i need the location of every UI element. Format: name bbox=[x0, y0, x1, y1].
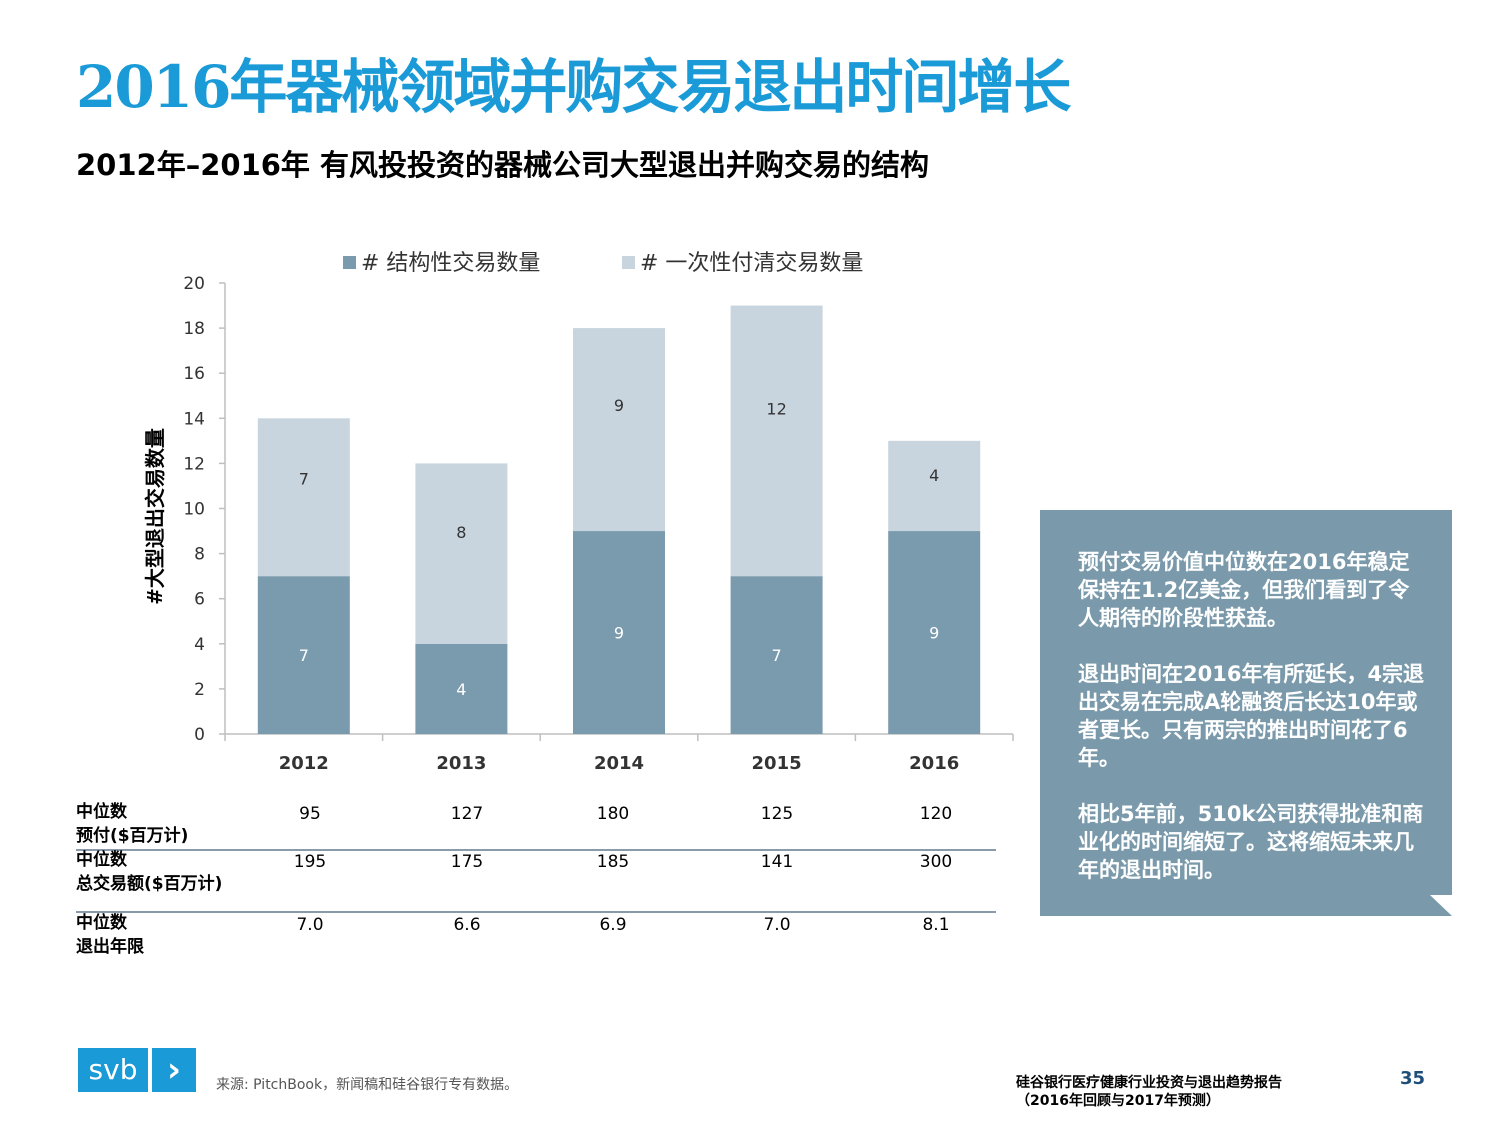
data-label: 12 bbox=[766, 399, 786, 418]
y-tick-label: 12 bbox=[183, 454, 205, 474]
y-tick-label: 20 bbox=[183, 274, 205, 294]
table-cell: 195 bbox=[293, 852, 327, 872]
data-label: 4 bbox=[456, 680, 466, 699]
report-title-line1: 硅谷银行医疗健康行业投资与退出趋势报告 bbox=[1016, 1075, 1282, 1091]
x-tick-label: 2016 bbox=[909, 753, 959, 774]
row-label-line1: 中位数 bbox=[76, 802, 127, 822]
row-label-line2: 预付($百万计) bbox=[76, 826, 189, 846]
data-label: 7 bbox=[299, 646, 309, 665]
y-tick-label: 18 bbox=[183, 319, 205, 339]
x-tick-label: 2013 bbox=[436, 753, 486, 774]
page-title: 2016年器械领域并购交易退出时间增长 bbox=[76, 53, 1071, 121]
legend-swatch bbox=[343, 256, 356, 269]
svb-logo: svb › bbox=[78, 1048, 196, 1092]
y-tick-label: 4 bbox=[194, 635, 205, 655]
page-subtitle: 2012年–2016年 有风投投资的器械公司大型退出并购交易的结构 bbox=[76, 148, 930, 182]
y-tick-label: 8 bbox=[194, 545, 205, 565]
row-label-line2: 退出年限 bbox=[76, 937, 144, 957]
callout-paragraph-2: 退出时间在2016年有所延长，4宗退出交易在完成A轮融资后长达10年或者更长。只… bbox=[1078, 662, 1425, 770]
y-tick-label: 0 bbox=[194, 725, 205, 745]
callout-corner-cut bbox=[1430, 895, 1452, 916]
legend-label: # 结构性交易数量 bbox=[361, 251, 540, 276]
bar-structured bbox=[730, 576, 823, 734]
callout-paragraph-3: 相比5年前，510k公司获得批准和商业化的时间缩短了。这将缩短未来几年的退出时间… bbox=[1078, 802, 1424, 882]
insight-callout: 预付交易价值中位数在2016年稳定保持在1.2亿美金，但我们看到了令人期待的阶段… bbox=[1040, 510, 1452, 916]
table-cell: 127 bbox=[450, 804, 484, 824]
x-tick-label: 2012 bbox=[279, 753, 329, 774]
chevron-right-icon: › bbox=[152, 1048, 196, 1092]
data-label: 9 bbox=[614, 396, 624, 415]
y-tick-label: 2 bbox=[194, 680, 205, 700]
legend-swatch bbox=[622, 256, 635, 269]
row-label-line1: 中位数 bbox=[76, 913, 127, 933]
table-cell: 7.0 bbox=[763, 915, 791, 935]
row-label: 中位数 预付($百万计) bbox=[76, 800, 188, 848]
row-label: 中位数 退出年限 bbox=[76, 911, 144, 959]
bar-structured bbox=[415, 643, 508, 734]
bar-lump-sum bbox=[415, 463, 508, 644]
bar-lump-sum bbox=[573, 328, 665, 532]
bar-lump-sum bbox=[888, 440, 981, 532]
y-tick-label: 6 bbox=[194, 590, 205, 610]
bar-structured bbox=[888, 531, 981, 734]
table-cell: 125 bbox=[760, 804, 794, 824]
callout-paragraph-1: 预付交易价值中位数在2016年稳定保持在1.2亿美金，但我们看到了令人期待的阶段… bbox=[1078, 550, 1410, 630]
table-cell: 185 bbox=[596, 852, 630, 872]
table-cell: 175 bbox=[450, 852, 484, 872]
data-label: 7 bbox=[299, 469, 309, 488]
data-label: 9 bbox=[614, 624, 624, 643]
bar-structured bbox=[257, 576, 350, 734]
table-cell: 141 bbox=[760, 852, 794, 872]
data-label: 4 bbox=[929, 466, 939, 485]
bar-lump-sum bbox=[730, 305, 823, 577]
row-divider bbox=[76, 911, 996, 913]
stacked-bar-chart: 0 2 4 6 8 10 12 14 16 18 20 #大型退出交易数量 7 7 2012 4 8 2013 9 9… bbox=[143, 251, 1014, 774]
page-number: 35 bbox=[1400, 1068, 1426, 1089]
data-label: 9 bbox=[929, 624, 939, 643]
table-cell: 95 bbox=[299, 804, 321, 824]
source-note: 来源: PitchBook，新闻稿和硅谷银行专有数据。 bbox=[216, 1077, 519, 1093]
bar-structured bbox=[573, 531, 665, 734]
y-tick-label: 10 bbox=[183, 500, 205, 520]
y-axis-label: #大型退出交易数量 bbox=[143, 428, 167, 605]
table-cell: 180 bbox=[596, 804, 630, 824]
report-title: 硅谷银行医疗健康行业投资与退出趋势报告 （2016年回顾与2017年预测） bbox=[1016, 1074, 1282, 1110]
row-label-line1: 中位数 bbox=[76, 850, 127, 870]
y-tick-label: 16 bbox=[183, 364, 205, 384]
svb-logo-text: svb bbox=[78, 1048, 148, 1092]
table-cell: 300 bbox=[919, 852, 953, 872]
table-cell: 6.9 bbox=[599, 915, 627, 935]
table-cell: 6.6 bbox=[453, 915, 481, 935]
bar-lump-sum bbox=[257, 418, 350, 577]
table-cell: 8.1 bbox=[922, 915, 950, 935]
legend-label: # 一次性付清交易数量 bbox=[640, 251, 863, 276]
table-cell: 120 bbox=[919, 804, 953, 824]
report-title-line2: （2016年回顾与2017年预测） bbox=[1016, 1093, 1220, 1109]
row-label-line2: 总交易额($百万计) bbox=[76, 874, 223, 894]
row-divider bbox=[76, 849, 996, 851]
table-cell: 7.0 bbox=[296, 915, 324, 935]
x-tick-label: 2015 bbox=[752, 753, 802, 774]
x-tick-label: 2014 bbox=[594, 753, 644, 774]
data-label: 8 bbox=[456, 523, 466, 542]
y-tick-label: 14 bbox=[183, 409, 205, 429]
row-label: 中位数 总交易额($百万计) bbox=[76, 848, 222, 896]
data-label: 7 bbox=[772, 646, 782, 665]
